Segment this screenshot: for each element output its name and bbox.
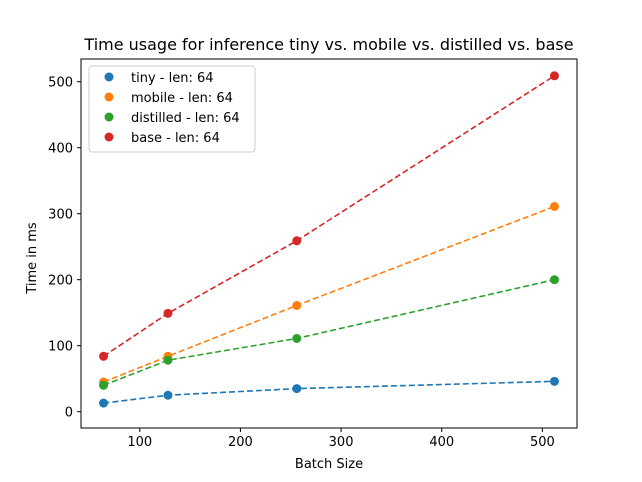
legend: tiny - len: 64 mobile - len: 64 distilled … xyxy=(88,65,256,153)
data-point xyxy=(292,236,302,246)
legend-label: mobile - len: 64 xyxy=(131,91,233,106)
x-tick-label: 400 xyxy=(429,435,454,450)
legend-box xyxy=(88,65,256,153)
y-tick-label: 100 xyxy=(48,340,73,355)
x-tick-label: 300 xyxy=(329,435,354,450)
x-tick-label: 500 xyxy=(530,435,555,450)
data-point xyxy=(163,355,173,365)
data-point xyxy=(549,275,559,285)
series-3 xyxy=(99,71,559,361)
data-point xyxy=(292,333,302,343)
axes-frame xyxy=(80,58,578,429)
data-point xyxy=(549,376,559,386)
y-axis-label: Time in ms xyxy=(25,222,40,295)
x-tick-label: 200 xyxy=(228,435,253,450)
data-point xyxy=(99,351,109,361)
legend-marker xyxy=(104,112,114,122)
data-point xyxy=(163,308,173,318)
x-axis-label: Batch Size xyxy=(295,457,363,472)
data-point xyxy=(292,300,302,310)
y-tick-label: 500 xyxy=(48,76,73,91)
legend-label: base - len: 64 xyxy=(131,131,220,146)
data-point xyxy=(163,390,173,400)
legend-label: tiny - len: 64 xyxy=(131,71,214,86)
data-point xyxy=(99,380,109,390)
trend-line xyxy=(103,380,555,404)
y-tick-label: 200 xyxy=(48,274,73,289)
data-point xyxy=(549,71,559,81)
data-point xyxy=(292,384,302,394)
data-point xyxy=(549,201,559,211)
series-layer xyxy=(99,71,559,408)
y-tick-label: 300 xyxy=(48,208,73,223)
series-2 xyxy=(99,275,559,390)
legend-label: distilled - len: 64 xyxy=(131,111,240,126)
y-tick-label: 400 xyxy=(48,142,73,157)
y-tick-label: 0 xyxy=(65,406,73,421)
legend-marker xyxy=(104,72,114,82)
trend-line xyxy=(103,205,555,383)
legend-marker xyxy=(104,92,114,102)
data-point xyxy=(99,398,109,408)
axis-ticks: 100 200 300 400 500 0 100 200 300 400 500 xyxy=(48,76,555,450)
x-tick-label: 100 xyxy=(127,435,152,450)
series-0 xyxy=(99,376,559,408)
legend-marker xyxy=(104,132,114,142)
chart-title: Time usage for inference tiny vs. mobile… xyxy=(83,35,573,54)
trend-line xyxy=(103,75,555,357)
